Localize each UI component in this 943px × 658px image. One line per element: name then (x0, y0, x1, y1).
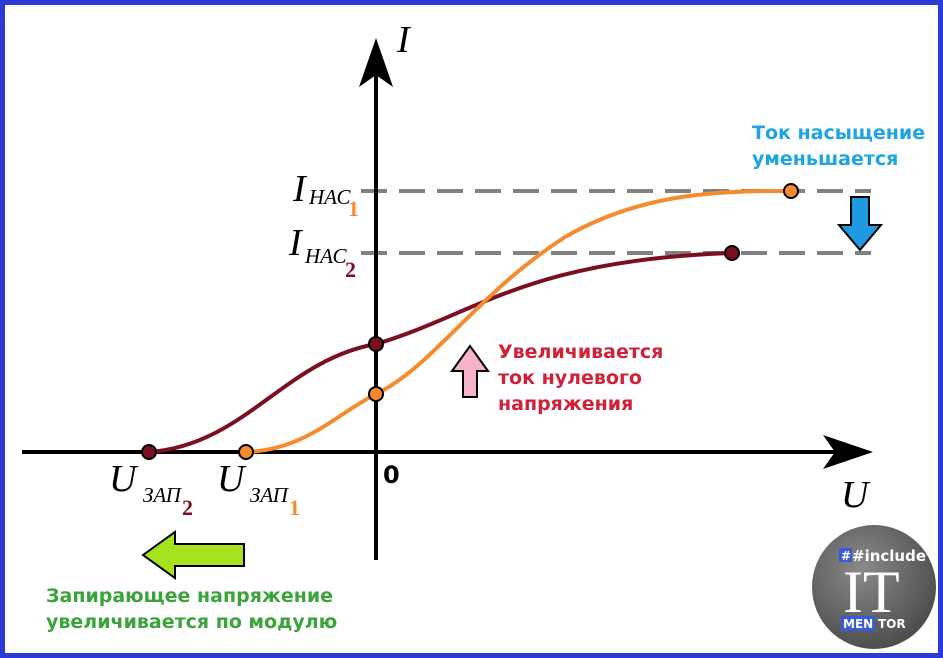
x-axis-label: U (841, 474, 871, 516)
u-cutoff-2-label: U ЗАП2 (109, 458, 193, 520)
zero-voltage-note-line-3: напряжения (498, 393, 634, 415)
curve-2-cutoff-point (141, 444, 157, 460)
zero-voltage-note-line-1: Увеличивается (498, 341, 664, 363)
cutoff-note-line-1: Запирающее напряжение (46, 585, 334, 607)
saturation-note-line-2: уменьшается (752, 148, 899, 170)
logo: # #include IT MEN TOR (812, 525, 936, 649)
y-axis-arrowhead (359, 38, 393, 87)
curve-2-zero-point (368, 336, 384, 352)
curve-1 (245, 189, 792, 454)
cutoff-note: Запирающее напряжение увеличивается по м… (46, 583, 337, 635)
i-sat-2-label: I НАС 2 (288, 222, 356, 282)
u-cutoff-1-label: U ЗАП1 (217, 458, 300, 520)
curve-2-saturation-point (724, 245, 740, 261)
logo-middle-text: IT (843, 559, 900, 625)
x-axis-arrowhead (823, 435, 873, 469)
zero-voltage-note-line-2: ток нулевого (498, 367, 642, 389)
logo-top-text: #include (852, 547, 926, 565)
iv-characteristic-diagram: I U 0 I НАС1 I НАС 2 U ЗАП2 U ЗАП1 # #include… (22, 19, 936, 649)
logo-hash-icon: # (841, 549, 851, 563)
logo-bottom-left-text: MEN (843, 617, 873, 631)
logo-bottom-right-text: TOR (878, 617, 906, 631)
saturation-note-line-1: Ток насыщение (752, 122, 926, 144)
curve-1-zero-point (368, 386, 384, 402)
arrow-up-icon (450, 344, 490, 398)
curve-1-saturation-point (783, 183, 799, 199)
arrow-left-icon (141, 530, 245, 580)
cutoff-note-line-2: увеличивается по модулю (46, 611, 338, 633)
curve-1-cutoff-point (238, 444, 254, 460)
saturation-note: Ток насыщение уменьшается (752, 120, 925, 172)
y-axis-label: I (396, 19, 412, 61)
origin-label: 0 (383, 461, 400, 489)
zero-voltage-note: Увеличивается ток нулевого напряжения (498, 339, 663, 417)
i-sat-1-label: I НАС1 (292, 168, 359, 221)
arrow-down-icon (836, 196, 884, 252)
